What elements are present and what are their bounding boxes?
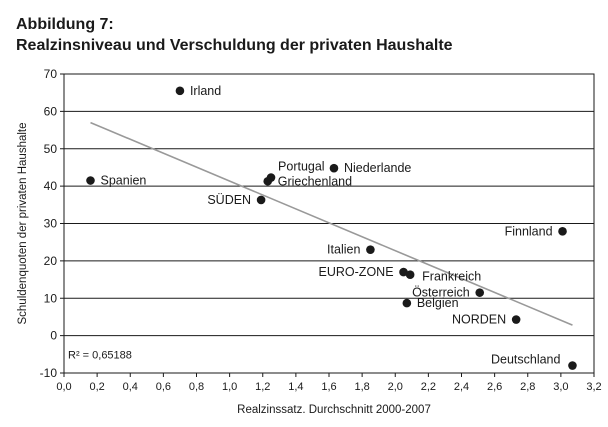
point-label: Portugal (278, 160, 325, 174)
data-point (175, 86, 185, 96)
y-tick-label: 40 (44, 179, 58, 193)
point-label: Italien (327, 243, 360, 257)
point-label: Deutschland (491, 353, 561, 367)
y-tick-label: 70 (44, 67, 58, 81)
point-label: Griechenland (278, 174, 352, 188)
r-squared-annotation: R² = 0,65188 (68, 349, 132, 361)
data-point (256, 195, 266, 205)
x-tick-label: 2,8 (520, 381, 535, 393)
point-labels: Irland Spanien PortugalGriechenlandNiederl… (101, 84, 561, 367)
x-tick-label: 0,8 (189, 381, 204, 393)
y-tick-label: 30 (44, 217, 58, 231)
x-tick-label: 1,8 (354, 381, 369, 393)
point-label: Niederlande (344, 161, 411, 175)
data-point (263, 176, 273, 186)
x-axis-label: Realzinssatz. Durchschnitt 2000-2007 (237, 404, 431, 416)
figure-label: Abbildung 7: (16, 16, 114, 33)
point-label: NORDEN (452, 313, 506, 327)
x-tick-label: 2,0 (388, 381, 403, 393)
x-tick-label: 0,2 (89, 381, 104, 393)
x-tick-label: 1,4 (288, 381, 303, 393)
x-tick-label: 3,0 (553, 381, 568, 393)
x-tick-label: 2,6 (487, 381, 502, 393)
y-tick-label: 20 (44, 254, 58, 268)
x-tick-label: 0,6 (156, 381, 171, 393)
point-label: Belgien (417, 296, 459, 310)
x-tick-label: 2,4 (454, 381, 469, 393)
data-point (329, 163, 339, 173)
trendline (90, 121, 573, 326)
x-tick-label: 1,6 (321, 381, 336, 393)
x-tick-label: 2,2 (421, 381, 436, 393)
data-point (405, 270, 415, 280)
data-point (475, 288, 485, 297)
y-tick-label: 50 (44, 142, 58, 156)
y-tick-label: -10 (40, 366, 58, 380)
data-point (399, 267, 408, 277)
x-tick-label: 1,0 (222, 381, 237, 393)
y-axis: -10 0 10 20 30 40 50 60 70 (40, 67, 64, 380)
data-point (366, 245, 375, 254)
data-point (86, 176, 95, 185)
point-label: Irland (190, 84, 221, 98)
point-label: SÜDEN (207, 193, 251, 207)
point-label: Österreich (412, 286, 470, 300)
y-tick-label: 0 (50, 329, 57, 343)
data-point (568, 361, 577, 370)
x-tick-label: 0,0 (56, 381, 71, 393)
x-axis: 0,0 0,2 0,4 0,6 0,8 1,0 1,2 1,4 1,6 1,8 2,0 2,2 2,4 2… (56, 373, 602, 393)
x-tick-label: 3,2 (586, 381, 601, 393)
point-label: EURO-ZONE (319, 265, 394, 279)
data-point (558, 227, 567, 236)
figure-title: Realzinsniveau und Verschuldung der priv… (16, 37, 453, 54)
point-label: Finnland (505, 224, 553, 238)
point-label: Frankreich (422, 270, 481, 284)
y-tick-label: 10 (44, 291, 58, 305)
data-point (511, 315, 521, 324)
x-tick-label: 0,4 (123, 381, 138, 393)
data-point (402, 298, 412, 308)
point-label: Spanien (101, 174, 147, 188)
y-axis-label: Schuldenquoten der privaten Haushalte (17, 122, 29, 324)
x-tick-label: 1,2 (255, 381, 270, 393)
y-tick-label: 60 (44, 104, 58, 118)
data-points (86, 86, 577, 370)
